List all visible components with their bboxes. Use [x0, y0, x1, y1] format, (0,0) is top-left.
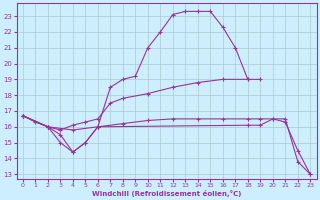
X-axis label: Windchill (Refroidissement éolien,°C): Windchill (Refroidissement éolien,°C): [92, 190, 241, 197]
